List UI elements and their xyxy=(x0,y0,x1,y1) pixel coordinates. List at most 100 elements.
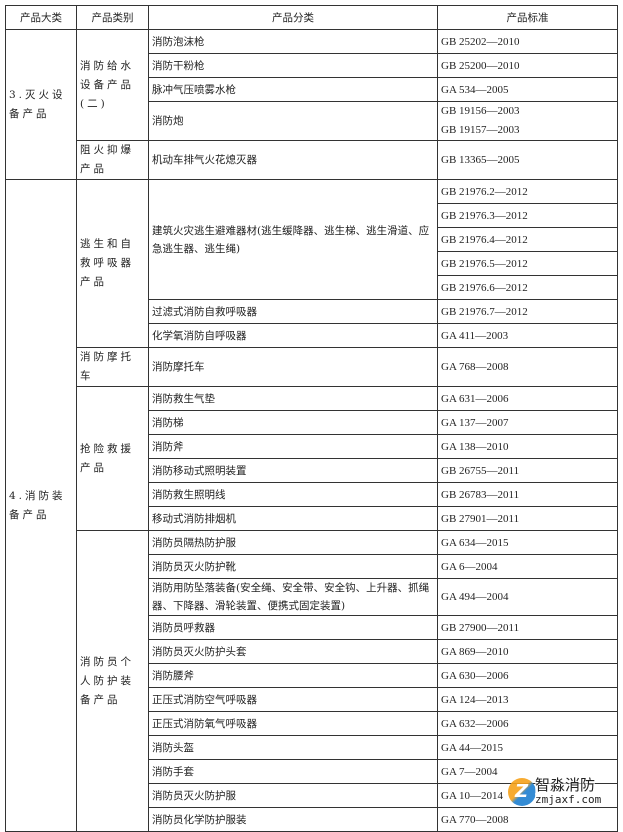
standard-cell: GB 26755—2011 xyxy=(437,458,618,483)
standard-code: GA 631—2006 xyxy=(441,392,509,405)
standard-code: GB 21976.7—2012 xyxy=(441,305,528,318)
table-row: GB 21976.3—2012 xyxy=(6,203,618,228)
product-cell: 消防手套 xyxy=(148,759,438,784)
standard-cell: GA 494—2004 xyxy=(437,578,618,616)
product-cell: 正压式消防氧气呼吸器 xyxy=(148,711,438,736)
table-row: 消防腰斧 GA 630—2006 xyxy=(6,663,618,688)
standard-cell: GB 27900—2011 xyxy=(437,615,618,640)
table-row: 消防干粉枪 GB 25200—2010 xyxy=(6,53,618,78)
standard-cell: GB 13365—2005 xyxy=(437,140,618,180)
table-row: 消防炮 GB 19156—2003 GB 19157—2003 xyxy=(6,101,618,141)
product-cell: 消防腰斧 xyxy=(148,663,438,688)
type-cell: 消防给水设备产品(二) xyxy=(76,29,149,141)
standard-cell: GA 631—2006 xyxy=(437,386,618,411)
table-row: 消防梯 GA 137—2007 xyxy=(6,410,618,435)
type-cell: 抢险救援产品 xyxy=(76,386,149,531)
standard-cell: GB 25202—2010 xyxy=(437,29,618,54)
table-row: 4.消防装备产品 逃生和自救呼吸器产品 建筑火灾逃生避难器材(逃生缓降器、逃生梯、逃… xyxy=(5,179,618,832)
product-cell: 过滤式消防自救呼吸器 xyxy=(148,299,438,324)
type-cell: 消防员个人防护装备产品 xyxy=(76,530,149,832)
table-row: 消防员个人防护装备产品 消防员隔热防护服 GA 634—2015 xyxy=(6,530,618,832)
standard-code: GB 13365—2005 xyxy=(441,154,520,166)
header-category: 产品大类 xyxy=(5,5,77,30)
table-row: 消防移动式照明装置 GB 26755—2011 xyxy=(6,458,618,483)
standard-cell: GA 44—2015 xyxy=(437,735,618,760)
watermark-url: zmjaxf.com xyxy=(535,793,602,806)
header-standard: 产品标准 xyxy=(437,5,618,30)
standard-code: GB 25200—2010 xyxy=(441,59,520,72)
standard-code: GA 630—2006 xyxy=(441,669,509,682)
product-cell: 化学氧消防自呼吸器 xyxy=(148,323,438,348)
standard-cell: GA 630—2006 xyxy=(437,663,618,688)
standard-cell: GB 21976.6—2012 xyxy=(437,275,618,300)
category-cell: 3.灭火设备产品 xyxy=(5,29,77,180)
standard-cell: GA 770—2008 xyxy=(437,807,618,832)
standard-code: GA 10—2014 xyxy=(441,789,504,802)
header-type: 产品类别 xyxy=(76,5,149,30)
product-cell: 正压式消防空气呼吸器 xyxy=(148,687,438,712)
standard-code: GA 494—2004 xyxy=(441,591,509,603)
standard-code: GB 27901—2011 xyxy=(441,512,520,525)
category-cell: 4.消防装备产品 xyxy=(5,179,77,832)
product-cell: 消防梯 xyxy=(148,410,438,435)
product-cell: 消防炮 xyxy=(148,101,438,141)
product-cell: 消防救生照明线 xyxy=(148,482,438,507)
table-row: 移动式消防排烟机 GB 27901—2011 xyxy=(6,506,618,531)
standard-code: GA 7—2004 xyxy=(441,765,498,778)
standard-code: GA 632—2006 xyxy=(441,717,509,730)
product-cell: 消防斧 xyxy=(148,434,438,459)
standard-code: GA 6—2004 xyxy=(441,560,498,573)
standard-code: GB 19157—2003 xyxy=(441,124,520,136)
standard-cell: GB 25200—2010 xyxy=(437,53,618,78)
standard-cell: GA 138—2010 xyxy=(437,434,618,459)
table-header-row: 产品大类 产品类别 产品分类 产品标准 xyxy=(5,5,618,30)
standard-cell: GA 124—2013 xyxy=(437,687,618,712)
standard-cell: GB 19156—2003 GB 19157—2003 xyxy=(437,101,618,141)
table-row: 消防用防坠落装备(安全绳、安全带、安全钩、上升器、抓绳器、下降器、滑轮装置、便携… xyxy=(6,578,618,616)
table-row: 阻火抑爆产品 机动车排气火花熄灭器 GB 13365—2005 xyxy=(6,140,618,180)
table-row: GB 21976.4—2012 xyxy=(6,227,618,252)
product-cell: 建筑火灾逃生避难器材(逃生缓降器、逃生梯、逃生滑道、应急逃生器、逃生绳) xyxy=(148,179,438,300)
standard-code: GA 869—2010 xyxy=(441,645,509,658)
table-row: 消防手套 GA 7—2004 xyxy=(6,759,618,784)
product-standards-table: 产品大类 产品类别 产品分类 产品标准 3.灭火设备产品 消防给水设备产品(二) 消… xyxy=(5,5,618,832)
table-row: 3.灭火设备产品 消防给水设备产品(二) 消防泡沫枪 GB 25202—2010 xyxy=(5,29,618,180)
standard-code: GB 19156—2003 xyxy=(441,105,520,117)
standard-cell: GB 21976.5—2012 xyxy=(437,251,618,276)
table-row: 消防摩托车 消防摩托车 GA 768—2008 xyxy=(6,347,618,387)
standard-code: GA 634—2015 xyxy=(441,536,509,549)
standard-code: GB 26783—2011 xyxy=(441,488,520,501)
product-cell: 脉冲气压喷雾水枪 xyxy=(148,77,438,102)
type-cell: 逃生和自救呼吸器产品 xyxy=(76,179,149,348)
standard-code: GB 25202—2010 xyxy=(441,35,520,48)
standard-code: GA 768—2008 xyxy=(441,361,509,373)
standard-cell: GA 534—2005 xyxy=(437,77,618,102)
standard-code: GA 411—2003 xyxy=(441,329,509,342)
standard-code: GA 124—2013 xyxy=(441,693,509,706)
product-cell: 消防干粉枪 xyxy=(148,53,438,78)
standard-cell: GA 768—2008 xyxy=(437,347,618,387)
standard-code: GA 138—2010 xyxy=(441,440,509,453)
standard-cell: GA 869—2010 xyxy=(437,639,618,664)
product-cell: 消防摩托车 xyxy=(148,347,438,387)
type-cell: 阻火抑爆产品 xyxy=(76,140,149,180)
table-row: 消防员呼救器 GB 27900—2011 xyxy=(6,615,618,640)
standard-cell: GB 21976.3—2012 xyxy=(437,203,618,228)
standard-cell: GA 632—2006 xyxy=(437,711,618,736)
standard-cell: GB 21976.4—2012 xyxy=(437,227,618,252)
table-row: GB 21976.6—2012 xyxy=(6,275,618,300)
standard-cell: GB 26783—2011 xyxy=(437,482,618,507)
standard-code: GA 770—2008 xyxy=(441,813,509,826)
watermark-name: 智淼消防 xyxy=(535,774,596,795)
logo-icon xyxy=(508,778,536,806)
table-row: 消防头盔 GA 44—2015 xyxy=(6,735,618,760)
product-cell: 消防员灭火防护服 xyxy=(148,783,438,808)
product-cell: 消防员呼救器 xyxy=(148,615,438,640)
standard-code: GB 27900—2011 xyxy=(441,621,520,634)
table-row: 过滤式消防自救呼吸器 GB 21976.7—2012 xyxy=(6,299,618,324)
table-row: 正压式消防空气呼吸器 GA 124—2013 xyxy=(6,687,618,712)
standard-cell: GB 27901—2011 xyxy=(437,506,618,531)
header-product: 产品分类 xyxy=(148,5,438,30)
standard-cell: GA 137—2007 xyxy=(437,410,618,435)
table-row: 抢险救援产品 消防救生气垫 GA 631—2006 xyxy=(6,386,618,531)
